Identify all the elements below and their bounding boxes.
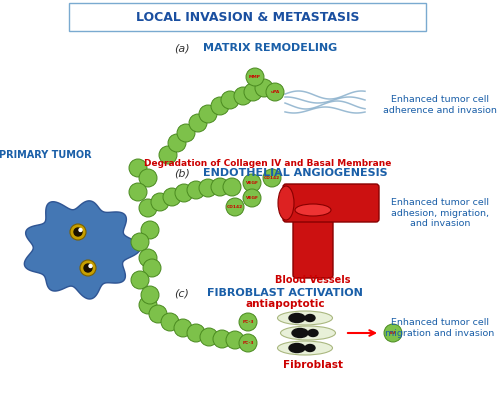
Circle shape — [139, 169, 157, 187]
Ellipse shape — [292, 329, 308, 338]
Text: Enhanced tumor cell
adherence and invasion: Enhanced tumor cell adherence and invasi… — [383, 95, 497, 115]
Circle shape — [89, 264, 92, 268]
Ellipse shape — [280, 326, 336, 340]
Circle shape — [175, 184, 193, 202]
Text: LOCAL INVASION & METASTASIS: LOCAL INVASION & METASTASIS — [136, 11, 360, 24]
Ellipse shape — [278, 341, 332, 355]
Circle shape — [187, 181, 205, 199]
Ellipse shape — [295, 204, 331, 216]
Text: (a): (a) — [174, 43, 190, 53]
Circle shape — [131, 271, 149, 289]
Text: antiapoptotic: antiapoptotic — [245, 299, 325, 309]
Circle shape — [79, 229, 82, 232]
Circle shape — [246, 68, 264, 86]
Text: VEGF: VEGF — [246, 196, 258, 200]
Text: FIBROBLAST ACTIVATION: FIBROBLAST ACTIVATION — [207, 288, 363, 298]
Circle shape — [263, 169, 281, 187]
Circle shape — [70, 224, 86, 240]
Circle shape — [177, 124, 195, 142]
Ellipse shape — [278, 311, 332, 325]
Circle shape — [139, 296, 157, 314]
Text: PC-3: PC-3 — [242, 341, 254, 345]
Circle shape — [199, 179, 217, 197]
FancyBboxPatch shape — [283, 184, 379, 222]
Text: CD142: CD142 — [227, 205, 243, 209]
Circle shape — [200, 328, 218, 346]
Circle shape — [239, 313, 257, 331]
Polygon shape — [24, 201, 140, 299]
Circle shape — [266, 83, 284, 101]
Circle shape — [234, 87, 252, 105]
Circle shape — [74, 228, 82, 236]
Circle shape — [131, 233, 149, 251]
Circle shape — [174, 319, 192, 337]
Circle shape — [226, 198, 244, 216]
Circle shape — [129, 183, 147, 201]
Circle shape — [84, 264, 92, 272]
Text: (c): (c) — [174, 288, 190, 298]
Circle shape — [199, 105, 217, 123]
Text: EV: EV — [390, 331, 396, 335]
Circle shape — [80, 260, 96, 276]
Ellipse shape — [278, 186, 294, 220]
Circle shape — [211, 97, 229, 115]
Circle shape — [139, 249, 157, 267]
Text: PC-3: PC-3 — [242, 320, 254, 324]
Ellipse shape — [305, 314, 315, 322]
Circle shape — [211, 178, 229, 196]
Circle shape — [141, 221, 159, 239]
Circle shape — [163, 188, 181, 206]
Circle shape — [239, 334, 257, 352]
Circle shape — [189, 114, 207, 132]
Text: CD142: CD142 — [264, 176, 280, 180]
Text: Enhanced tumor cell
migration and invasion: Enhanced tumor cell migration and invasi… — [386, 318, 494, 338]
Circle shape — [151, 193, 169, 211]
Text: Fibroblast: Fibroblast — [283, 360, 343, 370]
Ellipse shape — [308, 329, 318, 336]
Text: Blood Vessels: Blood Vessels — [275, 275, 351, 285]
FancyBboxPatch shape — [293, 207, 333, 278]
Circle shape — [226, 331, 244, 349]
Circle shape — [161, 313, 179, 331]
Text: MATRIX REMODELING: MATRIX REMODELING — [203, 43, 337, 53]
Circle shape — [149, 305, 167, 323]
Circle shape — [243, 174, 261, 192]
Circle shape — [143, 259, 161, 277]
Circle shape — [168, 134, 186, 152]
Text: (b): (b) — [174, 168, 190, 178]
Text: Degradation of Collagen IV and Basal Membrane: Degradation of Collagen IV and Basal Mem… — [144, 158, 392, 167]
Circle shape — [223, 178, 241, 196]
Ellipse shape — [289, 344, 305, 353]
FancyBboxPatch shape — [69, 3, 426, 31]
Ellipse shape — [305, 344, 315, 351]
Circle shape — [139, 199, 157, 217]
Text: MMP: MMP — [249, 75, 261, 79]
Circle shape — [244, 83, 262, 101]
Text: VEGF: VEGF — [246, 181, 258, 185]
Circle shape — [384, 324, 402, 342]
Circle shape — [243, 189, 261, 207]
Circle shape — [221, 91, 239, 109]
Text: PRIMARY TUMOR: PRIMARY TUMOR — [0, 150, 92, 160]
Circle shape — [129, 159, 147, 177]
Circle shape — [159, 146, 177, 164]
Ellipse shape — [289, 314, 305, 323]
Circle shape — [187, 324, 205, 342]
Text: uPA: uPA — [270, 90, 280, 94]
Text: ENDOTHELIAL ANGIOGENESIS: ENDOTHELIAL ANGIOGENESIS — [202, 168, 388, 178]
Circle shape — [141, 286, 159, 304]
Circle shape — [213, 330, 231, 348]
Circle shape — [255, 79, 273, 97]
Text: Enhanced tumor cell
adhesion, migration,
and invasion: Enhanced tumor cell adhesion, migration,… — [391, 198, 489, 228]
